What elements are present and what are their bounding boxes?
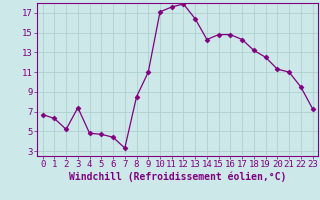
X-axis label: Windchill (Refroidissement éolien,°C): Windchill (Refroidissement éolien,°C) [69,172,286,182]
